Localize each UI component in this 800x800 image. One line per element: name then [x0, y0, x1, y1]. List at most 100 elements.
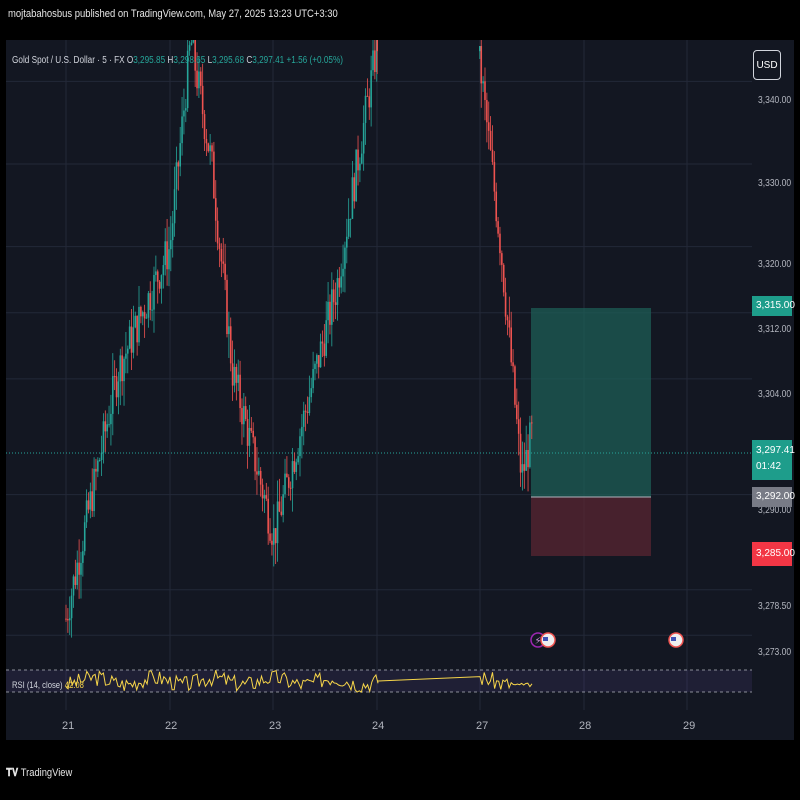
candle-body	[98, 460, 101, 462]
candle-body	[370, 70, 372, 108]
candle-body	[316, 355, 318, 364]
candle-body	[70, 595, 73, 619]
candle-body	[306, 411, 309, 414]
candle-body	[136, 315, 138, 343]
candle-body	[287, 477, 290, 488]
candle-body	[293, 461, 296, 472]
candle-body	[252, 430, 254, 438]
candle-body	[280, 511, 283, 515]
tradingview-logo-icon: 𝐓𝐕	[6, 766, 19, 779]
candle-body	[141, 312, 144, 317]
candle-body	[241, 408, 243, 425]
candle-body	[85, 500, 88, 523]
candle-body	[166, 241, 168, 270]
chart-pane[interactable]	[6, 40, 794, 740]
candle-body	[271, 540, 273, 545]
footer-bar	[0, 740, 800, 800]
candle-body	[368, 96, 371, 108]
candle-body	[302, 410, 305, 427]
candle-body	[156, 271, 159, 282]
candle-body	[188, 45, 191, 51]
currency-button[interactable]: USD	[753, 50, 781, 80]
candle-body	[155, 271, 157, 275]
candle-body	[312, 369, 314, 389]
candle-body	[138, 306, 140, 343]
candle-body	[519, 433, 522, 473]
candle-body	[254, 437, 256, 472]
candle-body	[218, 243, 221, 249]
candle-body	[175, 162, 178, 190]
candle-body	[181, 116, 183, 144]
candle-body	[258, 470, 260, 475]
candle-body	[374, 50, 376, 73]
price-tick: 3,340.00	[758, 95, 792, 106]
candle-body	[190, 42, 193, 46]
candle-body	[246, 419, 249, 446]
rsi-legend[interactable]: RSI (14, close) 42.08	[12, 680, 84, 690]
candle-body	[106, 424, 108, 432]
candle-body	[501, 253, 503, 265]
symbol-legend[interactable]: Gold Spot / U.S. Dollar · 5 · FX O3,295.…	[12, 55, 343, 66]
candle-body	[194, 40, 196, 71]
candle-body	[233, 366, 236, 386]
candle-body	[359, 163, 361, 171]
candle-body	[117, 381, 120, 398]
candle-body	[338, 278, 341, 288]
candle-body	[140, 306, 142, 317]
low-value: 3,295.68	[212, 55, 245, 66]
candle-body	[331, 289, 333, 325]
candle-body	[301, 426, 303, 437]
candle-body	[145, 317, 148, 319]
published-header: mojtabahosbus published on TradingView.c…	[0, 0, 800, 40]
candle-body	[267, 498, 269, 534]
candle-body	[325, 320, 328, 356]
price-tick: 3,320.00	[758, 259, 792, 270]
candle-body	[263, 495, 266, 499]
candle-body	[80, 562, 82, 575]
time-tick: 22	[165, 720, 178, 732]
candle-body	[186, 50, 189, 109]
candle-body	[183, 110, 185, 117]
price-tick: 3,312.00	[758, 324, 792, 335]
symbol-name: Gold Spot / U.S. Dollar · 5 · FX	[12, 55, 125, 66]
candle-body	[177, 162, 180, 167]
candle-body	[351, 177, 354, 219]
candle-body	[205, 138, 208, 144]
candle-body	[147, 293, 150, 318]
candle-body	[278, 501, 281, 512]
candle-body	[493, 162, 496, 192]
candle-body	[508, 320, 511, 328]
candle-body	[179, 143, 181, 167]
brand-name: TradingView	[20, 767, 73, 779]
candle-body	[248, 427, 251, 446]
candle-body	[113, 376, 116, 378]
candle-body	[375, 40, 378, 73]
tradingview-logo[interactable]: 𝐓𝐕 TradingView	[6, 766, 72, 780]
take-profit-tag: 3,315.00	[752, 296, 795, 316]
candle-body	[185, 108, 187, 111]
rsi-title: RSI (14, close)	[12, 680, 63, 690]
candle-body	[265, 495, 268, 499]
candle-body	[299, 436, 301, 457]
candle-body	[308, 397, 311, 414]
candle-body	[284, 473, 286, 495]
candle-body	[282, 494, 284, 515]
candle-body	[516, 404, 518, 420]
candle-body	[353, 177, 356, 202]
candle-body	[229, 326, 232, 364]
candle-body	[478, 46, 481, 52]
candle-body	[250, 427, 253, 431]
candle-body	[491, 149, 494, 163]
candle-body	[115, 376, 118, 398]
candle-body	[224, 263, 226, 280]
candle-body	[126, 348, 129, 354]
published-text: mojtabahosbus published on TradingView.c…	[8, 8, 338, 20]
candle-body	[207, 143, 210, 152]
candle-body	[196, 70, 198, 89]
candle-body	[366, 95, 369, 97]
candle-body	[83, 522, 86, 552]
candle-body	[209, 145, 211, 152]
event-markers: ⚡	[530, 632, 684, 648]
candle-body	[125, 353, 127, 359]
